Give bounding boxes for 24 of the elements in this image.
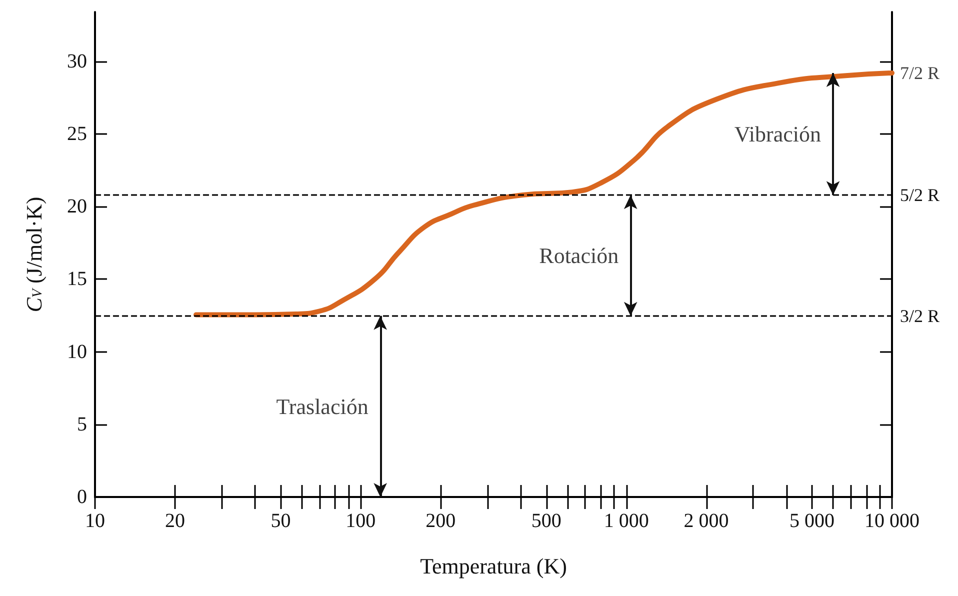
x-tick-label: 5 000 (790, 510, 835, 532)
y-tick-label: 5 (77, 413, 87, 436)
text: 7/2 R (900, 62, 940, 83)
x-tick-label: 200 (426, 510, 456, 532)
x-tick-label: 50 (270, 510, 291, 532)
x-tick-label: 20 (164, 510, 185, 532)
y-tick-label: 20 (67, 196, 87, 218)
annotation: Rotación (539, 243, 619, 268)
y-tick-label: 15 (67, 268, 87, 290)
x-tick-label: 10 000 (864, 510, 920, 532)
y-tick-label: 25 (67, 122, 87, 145)
y-tick-label: 10 (67, 340, 87, 363)
x-tick-label: 1 000 (604, 510, 649, 532)
x-tick-label: 2 000 (684, 510, 729, 532)
ref-line-label: 3/2 R (900, 306, 940, 326)
y-axis-title: CV (J/mol·K) (22, 196, 46, 312)
annotation: Vibración (734, 122, 822, 147)
annotation: Traslación (276, 394, 368, 419)
y-tick-label: 0 (77, 486, 87, 508)
x-tick-label: 500 (531, 510, 562, 532)
y-tick-label: 30 (67, 50, 87, 72)
x-axis-title: Temperatura (K) (420, 554, 567, 578)
ref-line-label: 5/2 R (900, 185, 940, 206)
x-tick-label: 100 (346, 510, 376, 532)
